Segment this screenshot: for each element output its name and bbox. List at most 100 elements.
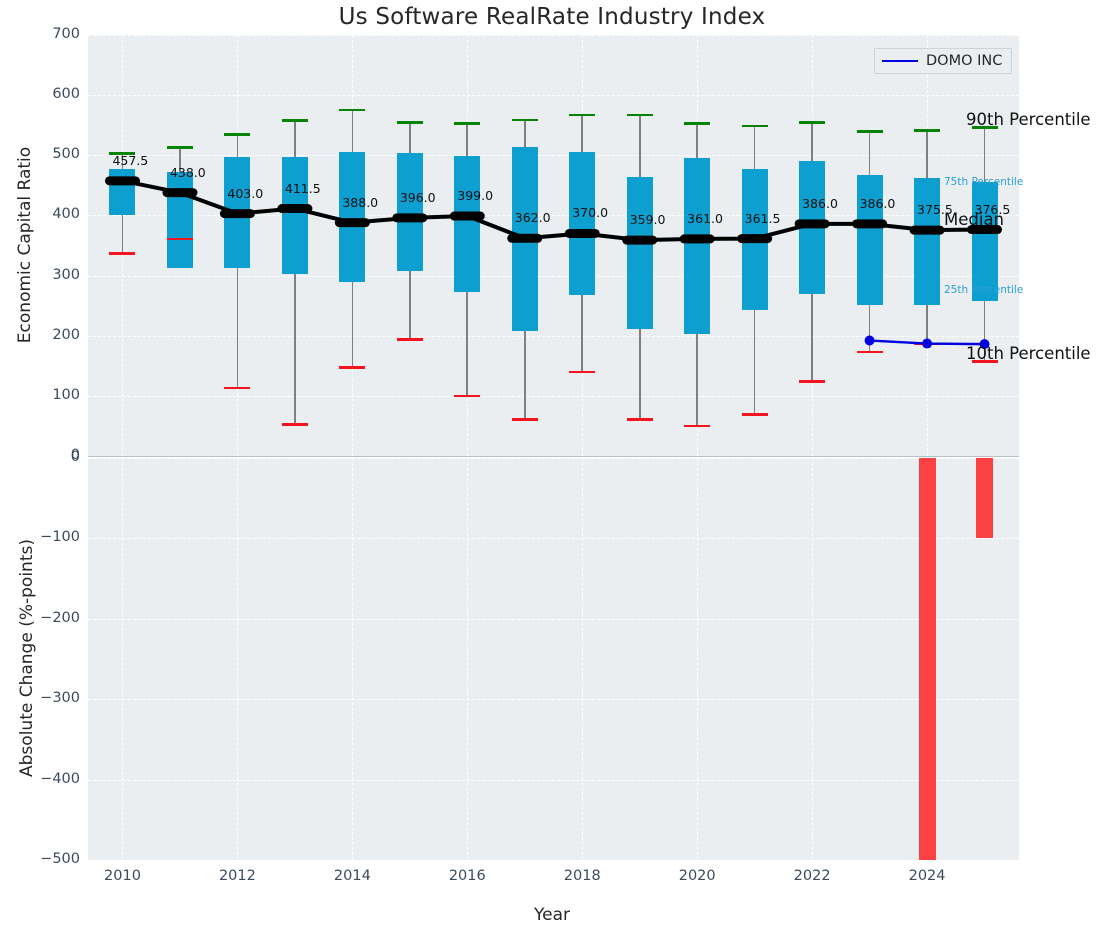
gridline-horizontal [88, 538, 1019, 540]
median-value-label: 386.0 [859, 195, 896, 211]
y-axis-tick-label: 100 [52, 386, 80, 403]
box-iqr[interactable] [741, 168, 768, 311]
gridline-vertical [582, 458, 584, 860]
cap-10th-percentile [454, 394, 481, 398]
median-value-label: 396.0 [399, 189, 436, 205]
gridline-vertical [697, 458, 699, 860]
cap-90th-percentile [569, 113, 596, 117]
y-axis-tick-label: 600 [52, 86, 80, 103]
cap-90th-percentile [914, 129, 941, 132]
x-axis-tick-label: 2012 [218, 868, 256, 884]
median-value-label: 375.5 [917, 202, 953, 218]
y-axis-tick-label: −500 [40, 851, 80, 867]
cap-90th-percentile [166, 146, 193, 149]
x-axis-tick-label: 2018 [563, 868, 601, 884]
annotation-p25: 25th Percentile [944, 284, 1024, 296]
box-iqr[interactable] [914, 178, 941, 306]
cap-10th-percentile [799, 380, 826, 383]
cap-90th-percentile [281, 119, 308, 122]
box-iqr[interactable] [454, 155, 481, 293]
annotation-p10: 10th Percentile [966, 344, 1091, 363]
cap-90th-percentile [454, 122, 481, 125]
box-iqr[interactable] [396, 153, 423, 272]
absolute-change-bar[interactable] [918, 458, 936, 860]
cap-10th-percentile [569, 370, 596, 374]
gridline-horizontal [88, 395, 1019, 397]
median-value-label: 361.0 [687, 210, 723, 226]
x-axis-tick-label: 2020 [678, 868, 716, 884]
cap-10th-percentile [281, 423, 308, 427]
y-axis-tick-label: 200 [52, 326, 80, 343]
chart-title: Us Software RealRate Industry Index [338, 4, 766, 30]
absolute-change-bar[interactable] [976, 458, 994, 539]
x-axis-tick-label: 2014 [333, 868, 371, 884]
cap-10th-percentile [166, 237, 193, 241]
panel-absolute-change [88, 458, 1019, 861]
box-iqr[interactable] [569, 152, 596, 296]
cap-90th-percentile [224, 132, 251, 136]
gridline-vertical [122, 458, 124, 860]
y-axis-tick-label: 400 [52, 206, 80, 223]
y-axis-label-bottom: Absolute Change (%-points) [17, 539, 37, 777]
x-axis-label: Year [534, 905, 570, 925]
cap-10th-percentile [339, 366, 366, 369]
box-iqr[interactable] [684, 157, 711, 334]
box-iqr[interactable] [799, 161, 826, 295]
annotation-p90: 90th Percentile [966, 110, 1091, 129]
gridline-horizontal [88, 335, 1019, 337]
x-axis-tick-label: 2022 [793, 868, 831, 884]
y-axis-tick-label: −300 [40, 690, 80, 707]
median-value-label: 403.0 [227, 185, 264, 201]
cap-90th-percentile [626, 113, 653, 117]
gridline-horizontal [88, 458, 1019, 459]
y-axis-tick-label: 0 [70, 449, 80, 465]
box-iqr[interactable] [626, 176, 653, 330]
legend[interactable]: DOMO INC [874, 48, 1013, 74]
zero-axis-divider [88, 456, 1019, 457]
cap-10th-percentile [741, 413, 768, 416]
cap-10th-percentile [914, 342, 941, 346]
y-axis-tick-label: −200 [40, 609, 80, 626]
median-value-label: 362.0 [514, 210, 551, 226]
box-iqr[interactable] [109, 168, 136, 216]
box-iqr[interactable] [224, 157, 251, 268]
cap-10th-percentile [511, 418, 538, 421]
x-axis-tick-label: 2010 [104, 868, 141, 884]
median-value-label: 359.0 [629, 212, 666, 228]
median-value-label: 376.5 [974, 201, 1011, 217]
y-axis-tick-label: 700 [52, 26, 80, 42]
gridline-horizontal [88, 860, 1019, 861]
cap-90th-percentile [971, 126, 998, 129]
gridline-vertical [467, 458, 469, 860]
cap-90th-percentile [511, 118, 538, 122]
annotation-p75: 75th Percentile [944, 176, 1024, 188]
x-axis-tick-label: 2016 [448, 868, 486, 884]
legend-line-swatch [882, 60, 918, 62]
cap-10th-percentile [626, 418, 653, 421]
box-iqr[interactable] [281, 157, 308, 274]
median-value-label: 361.5 [744, 210, 781, 226]
cap-90th-percentile [396, 120, 423, 124]
cap-90th-percentile [684, 122, 711, 125]
gridline-horizontal [88, 618, 1019, 620]
box-iqr[interactable] [511, 146, 538, 332]
annotation-median: Median [944, 210, 1005, 229]
cap-90th-percentile [741, 124, 768, 128]
box-iqr[interactable] [856, 174, 883, 306]
x-axis-tick-label: 2024 [908, 868, 946, 884]
gridline-horizontal [88, 95, 1019, 97]
median-value-label: 457.5 [112, 152, 149, 168]
median-value-label: 370.0 [572, 205, 609, 221]
gridline-horizontal [88, 699, 1019, 701]
cap-10th-percentile [971, 360, 998, 363]
box-iqr[interactable] [339, 152, 366, 282]
box-iqr[interactable] [166, 171, 193, 268]
cap-90th-percentile [339, 108, 366, 112]
cap-10th-percentile [684, 424, 711, 428]
gridline-horizontal [88, 275, 1019, 277]
gridline-vertical [352, 458, 354, 860]
y-axis-tick-label: 0 [70, 447, 80, 463]
y-axis-tick-label: 500 [52, 146, 80, 163]
gridline-horizontal [88, 155, 1019, 157]
